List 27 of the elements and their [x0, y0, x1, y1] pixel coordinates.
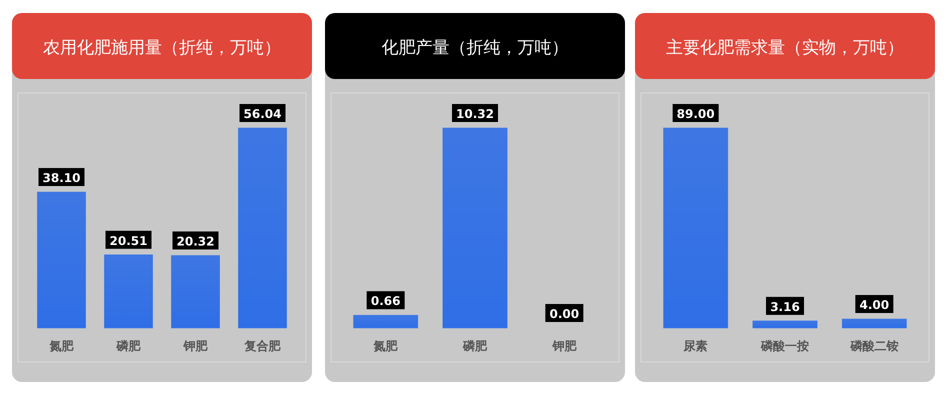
x-tick-label: 氮肥	[372, 339, 399, 353]
chart-title: 农用化肥施用量（折纯，万吨）	[43, 38, 281, 58]
x-tick-label: 钾肥	[182, 339, 208, 353]
x-tick-label: 尿素	[682, 339, 708, 353]
data-label: 10.32	[456, 107, 494, 121]
data-label: 56.04	[244, 107, 282, 121]
bar	[104, 254, 153, 328]
data-label: 0.66	[370, 294, 400, 308]
data-label: 0.00	[550, 307, 580, 321]
x-tick-label: 钾肥	[551, 339, 578, 353]
data-label: 20.51	[110, 234, 148, 248]
x-tick-label: 磷肥	[116, 339, 142, 353]
bar	[37, 192, 86, 328]
bar	[238, 128, 287, 328]
x-tick-label: 磷肥	[462, 339, 488, 353]
chart-title: 化肥产量（折纯，万吨）	[382, 38, 568, 58]
data-label: 89.00	[676, 107, 715, 121]
x-tick-label: 磷酸二铵	[849, 339, 898, 353]
data-label: 4.00	[860, 298, 890, 312]
x-tick-label: 复合肥	[244, 339, 282, 353]
data-label: 38.10	[42, 171, 80, 186]
x-tick-label: 氮肥	[48, 339, 74, 353]
x-tick-label: 磷酸一按	[760, 339, 809, 353]
data-label: 3.16	[770, 300, 800, 314]
chart-title: 主要化肥需求量（实物，万吨）	[666, 38, 904, 58]
bar	[171, 255, 220, 328]
data-label: 20.32	[176, 234, 214, 248]
